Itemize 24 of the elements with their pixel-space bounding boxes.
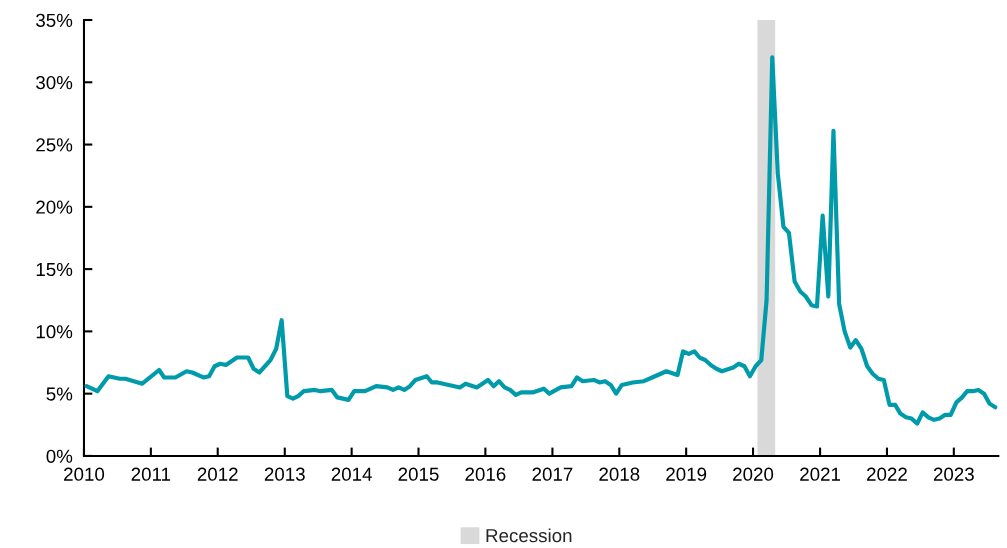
- y-tick-label: 15%: [36, 262, 73, 277]
- x-tick-label: 2020: [733, 467, 774, 481]
- x-tick-label: 2016: [465, 467, 506, 481]
- y-tick-label: 20%: [36, 200, 73, 214]
- x-tick-label: 2023: [933, 467, 974, 481]
- legend-label: Recession: [486, 528, 572, 543]
- y-tick-label: 35%: [36, 13, 73, 27]
- y-tick-label: 25%: [36, 138, 73, 152]
- line-series: [84, 55, 998, 426]
- y-tick-label: 30%: [36, 75, 73, 90]
- x-tick-label: 2018: [599, 467, 640, 481]
- x-tick-label: 2012: [197, 467, 238, 481]
- y-tick-label: 10%: [36, 325, 73, 339]
- x-tick-label: 2013: [264, 467, 305, 481]
- x-tick-label: 2021: [800, 467, 841, 481]
- x-tick-label: 2017: [532, 467, 573, 481]
- x-tick-label: 2010: [64, 467, 105, 481]
- x-tick-label: 2022: [867, 467, 907, 481]
- x-tick-label: 2011: [131, 467, 171, 481]
- y-tick-label: 0%: [46, 449, 73, 463]
- x-tick-label: 2015: [398, 467, 439, 481]
- x-tick-label: 2019: [666, 467, 707, 481]
- x-tick-label: 2014: [331, 467, 372, 481]
- y-tick-label: 5%: [46, 387, 73, 401]
